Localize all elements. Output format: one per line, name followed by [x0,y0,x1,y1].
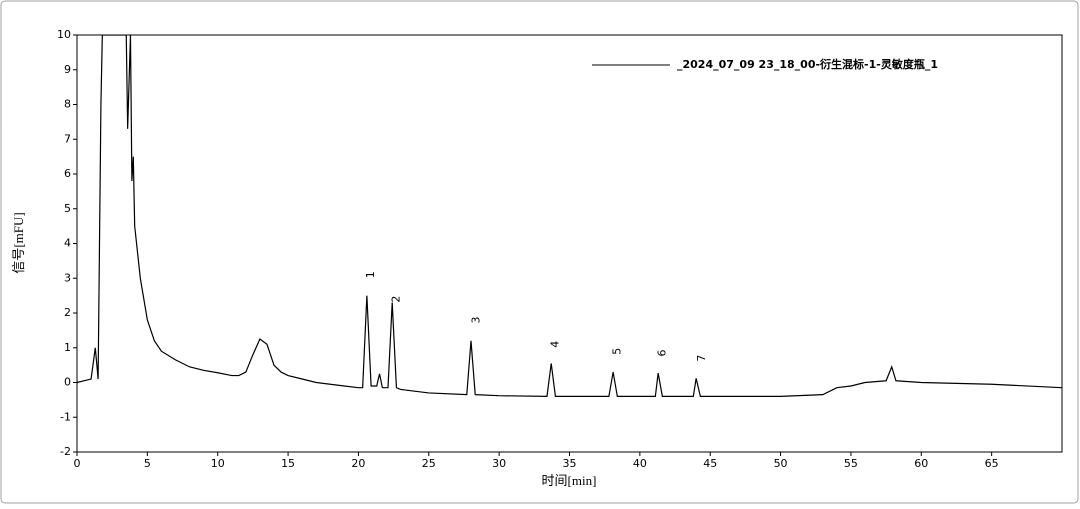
y-tick-label: 5 [64,202,71,215]
y-tick-label: 6 [64,167,71,180]
plot-area [76,34,1063,453]
x-tick-label: 60 [914,457,928,470]
y-tick-label: 2 [64,306,71,319]
y-tick-label: -1 [60,410,71,423]
y-tick-label: 8 [64,98,71,111]
x-tick-label: 55 [844,457,858,470]
x-tick-label: 5 [144,457,151,470]
y-tick-label: 9 [64,63,71,76]
peak-label: 6 [655,349,668,356]
legend-label: _2024_07_09 23_18_00-衍生混标-1-灵敏度瓶_1 [677,57,938,71]
peak-label: 1 [364,271,377,278]
series-group [77,35,1062,398]
y-tick-label: 1 [64,341,71,354]
y-tick-label: -2 [60,445,71,458]
x-tick-label: 0 [74,457,81,470]
peak-label: 4 [548,341,561,348]
y-tick-label: 10 [57,28,71,41]
x-tick-label: 25 [422,457,436,470]
y-tick-label: 0 [64,376,71,389]
x-tick-label: 65 [985,457,999,470]
peak-label: 5 [610,348,623,355]
x-tick-label: 40 [633,457,647,470]
y-tick-label: 7 [64,132,71,145]
x-tick-label: 30 [492,457,506,470]
x-tick-label: 50 [774,457,788,470]
y-tick-label: 4 [64,237,71,250]
x-tick-label: 35 [563,457,577,470]
peak-label: 2 [389,296,402,303]
x-axis-label: 时间[min] [542,473,597,488]
y-tick-label: 3 [64,271,71,284]
x-tick-label: 45 [703,457,717,470]
x-tick-label: 15 [281,457,295,470]
series-line [77,35,1062,398]
x-tick-label: 20 [351,457,365,470]
peak-label: 3 [470,316,483,323]
y-axis-label: 信号[mFU] [11,212,26,273]
peak-label: 7 [695,355,708,362]
x-tick-label: 10 [211,457,225,470]
